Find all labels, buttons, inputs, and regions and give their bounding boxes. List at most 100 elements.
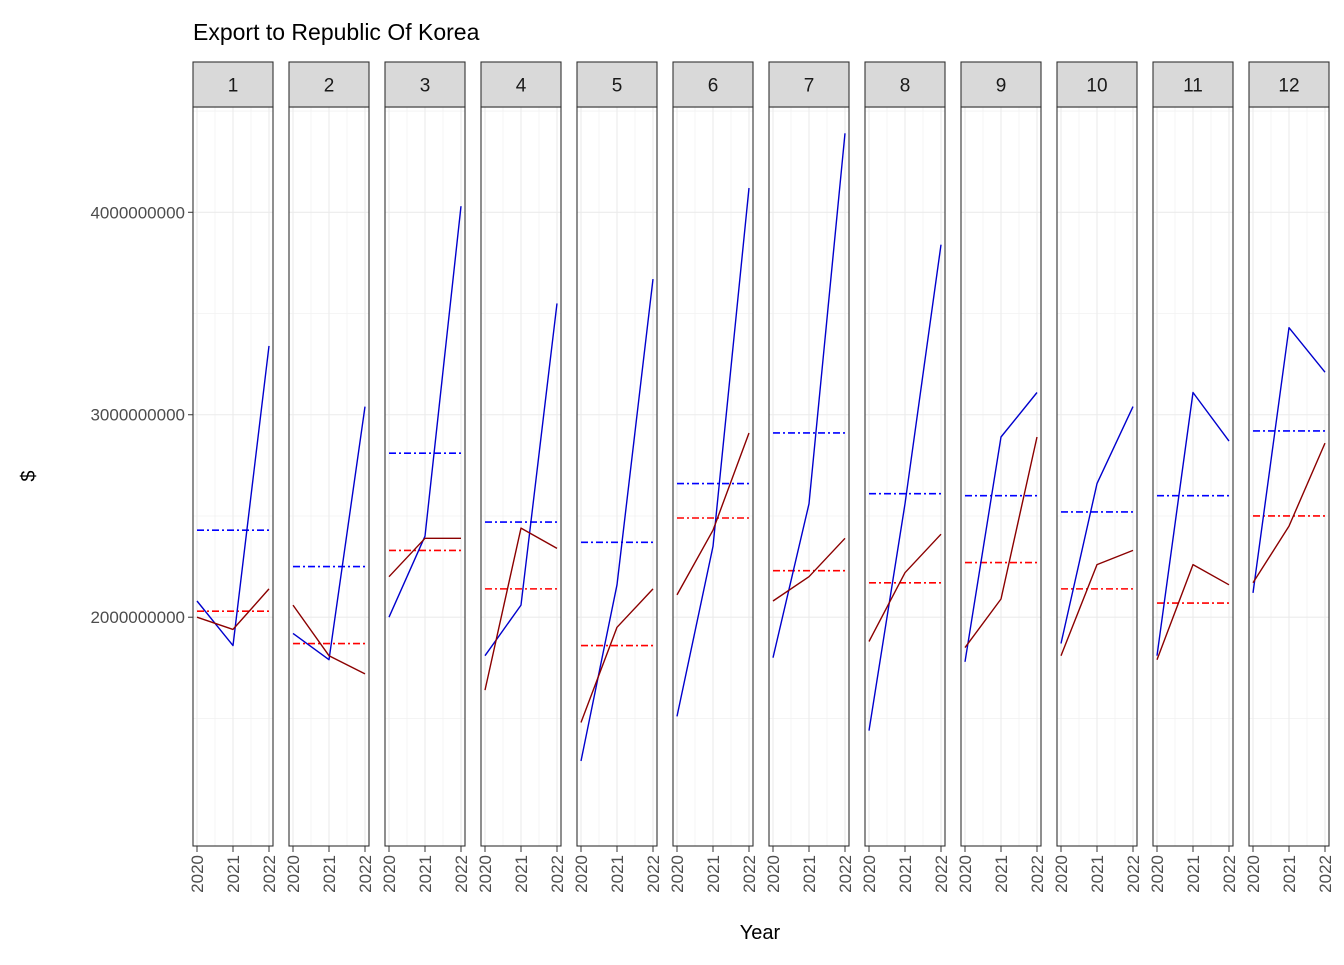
y-axis-title: $: [18, 470, 40, 481]
x-tick-label: 2020: [1052, 855, 1071, 893]
y-axis: 2000000000 3000000000 4000000000: [90, 203, 193, 627]
red-series-line: [1252, 442, 1326, 584]
x-tick-label: 2021: [416, 855, 435, 893]
x-tick-label: 2022: [1220, 855, 1239, 893]
facet-strip: [672, 61, 754, 108]
x-tick-label: 2020: [572, 855, 591, 893]
red-series-line: [1156, 563, 1230, 660]
facet-strip: [864, 61, 946, 108]
x-tick-label: 2021: [704, 855, 723, 893]
x-tick-label: 2021: [992, 855, 1011, 893]
facet-strip-label: 6: [708, 76, 719, 97]
facet-panel-9: 9 2020 2021 2022: [956, 61, 1047, 893]
facet-panel-3: 3 2020 2021 2022: [380, 61, 471, 893]
blue-series-line: [1060, 406, 1134, 644]
facet-panel-11: 11 2020 2021 2022: [1148, 61, 1239, 893]
blue-series-line: [1252, 327, 1326, 593]
x-tick-label: 2021: [320, 855, 339, 893]
red-series-line: [484, 527, 558, 691]
red-series-line: [1060, 549, 1134, 656]
blue-series-line: [964, 392, 1038, 662]
facet-panel-12: 12 2020 2021 2022: [1244, 61, 1335, 893]
x-tick-label: 2022: [1028, 855, 1047, 893]
blue-series-line: [388, 206, 462, 618]
x-tick-label: 2021: [512, 855, 531, 893]
red-series-line: [388, 537, 461, 578]
x-tick-label: 2022: [644, 855, 663, 893]
facet-strip: [768, 61, 850, 108]
blue-series-line: [196, 345, 270, 647]
red-series-line: [772, 537, 846, 602]
facet-panel-6: 6 2020 2021 2022: [668, 61, 759, 893]
x-tick-label: 2020: [380, 855, 399, 893]
blue-series-line: [868, 244, 942, 731]
facet-strip: [192, 61, 274, 108]
facet-panel-8: 8 2020 2021 2022: [860, 61, 951, 893]
x-tick-label: 2022: [452, 855, 471, 893]
blue-series-line: [580, 279, 654, 762]
x-tick-label: 2021: [224, 855, 243, 893]
facet-strip-label: 2: [324, 76, 335, 97]
y-tick-label: 3000000000: [90, 406, 185, 425]
facet-strip-label: 12: [1278, 76, 1299, 97]
x-tick-label: 2020: [284, 855, 303, 893]
x-tick-label: 2021: [608, 855, 627, 893]
x-tick-label: 2022: [356, 855, 375, 893]
facet-strip: [480, 61, 562, 108]
blue-series-line: [1156, 391, 1230, 656]
red-series-line: [964, 436, 1038, 649]
red-series-line: [292, 604, 366, 675]
x-tick-label: 2020: [956, 855, 975, 893]
x-tick-label: 2021: [1088, 855, 1107, 893]
blue-series-line: [772, 133, 846, 658]
facet-panel-2: 2 2020 2021 2022: [284, 61, 375, 893]
facet-strip: [288, 61, 370, 108]
facet-strip-label: 10: [1086, 76, 1107, 97]
facet-strip-label: 1: [228, 76, 239, 97]
facet-strip-label: 3: [420, 76, 431, 97]
facet-strip: [1152, 61, 1234, 108]
x-tick-label: 2022: [260, 855, 279, 893]
facet-strip-label: 7: [804, 76, 815, 97]
facet-panel-4: 4 2020 2021 2022: [476, 61, 567, 893]
blue-series-line: [292, 406, 366, 661]
y-tick-label: 4000000000: [90, 203, 185, 222]
facet-strip: [1248, 61, 1330, 108]
facet-strip-label: 4: [516, 76, 527, 97]
x-tick-label: 2020: [668, 855, 687, 893]
x-axis-title: Year: [740, 922, 781, 944]
red-series-line: [676, 432, 750, 596]
facet-panel-7: 7 2020 2021 2022: [764, 61, 855, 893]
x-tick-label: 2020: [1148, 855, 1167, 893]
x-tick-label: 2020: [188, 855, 207, 893]
facet-panel-5: 5 2020 2021 2022: [572, 61, 663, 893]
x-tick-label: 2022: [740, 855, 759, 893]
red-series-line: [196, 588, 270, 631]
x-tick-label: 2020: [1244, 855, 1263, 893]
x-tick-label: 2021: [1280, 855, 1299, 893]
facet-strip: [384, 61, 466, 108]
facet-strip: [576, 61, 658, 108]
x-tick-label: 2022: [836, 855, 855, 893]
red-series-line: [580, 588, 654, 723]
facet-strip: [1056, 61, 1138, 108]
facet-strip-label: 9: [996, 76, 1007, 97]
facet-strip: [960, 61, 1042, 108]
blue-series-line: [676, 187, 750, 717]
facet-panel-1: 1 2020 2021 2022: [188, 61, 279, 893]
x-tick-label: 2022: [932, 855, 951, 893]
x-tick-label: 2022: [1124, 855, 1143, 893]
x-tick-label: 2020: [860, 855, 879, 893]
facet-strip-label: 5: [612, 76, 623, 97]
y-tick-label: 2000000000: [90, 608, 185, 627]
x-tick-label: 2021: [800, 855, 819, 893]
x-tick-label: 2021: [1184, 855, 1203, 893]
x-tick-label: 2021: [896, 855, 915, 893]
x-tick-label: 2020: [476, 855, 495, 893]
facet-strip-label: 11: [1183, 76, 1203, 97]
facet-panels: 1 2020 2021 2022 2 2020 2021 2022 3 2020 2021 2022 4…: [188, 61, 1335, 893]
chart-title: Export to Republic Of Korea: [193, 19, 480, 45]
facet-strip-label: 8: [900, 76, 911, 97]
